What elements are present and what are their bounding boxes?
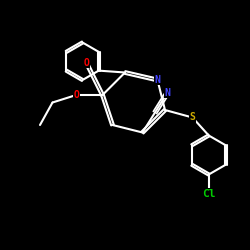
Text: O: O bbox=[83, 58, 89, 68]
Text: Cl: Cl bbox=[202, 189, 215, 199]
Text: N: N bbox=[154, 75, 160, 85]
Text: N: N bbox=[164, 88, 170, 98]
Text: S: S bbox=[190, 112, 196, 122]
Text: O: O bbox=[73, 90, 79, 100]
